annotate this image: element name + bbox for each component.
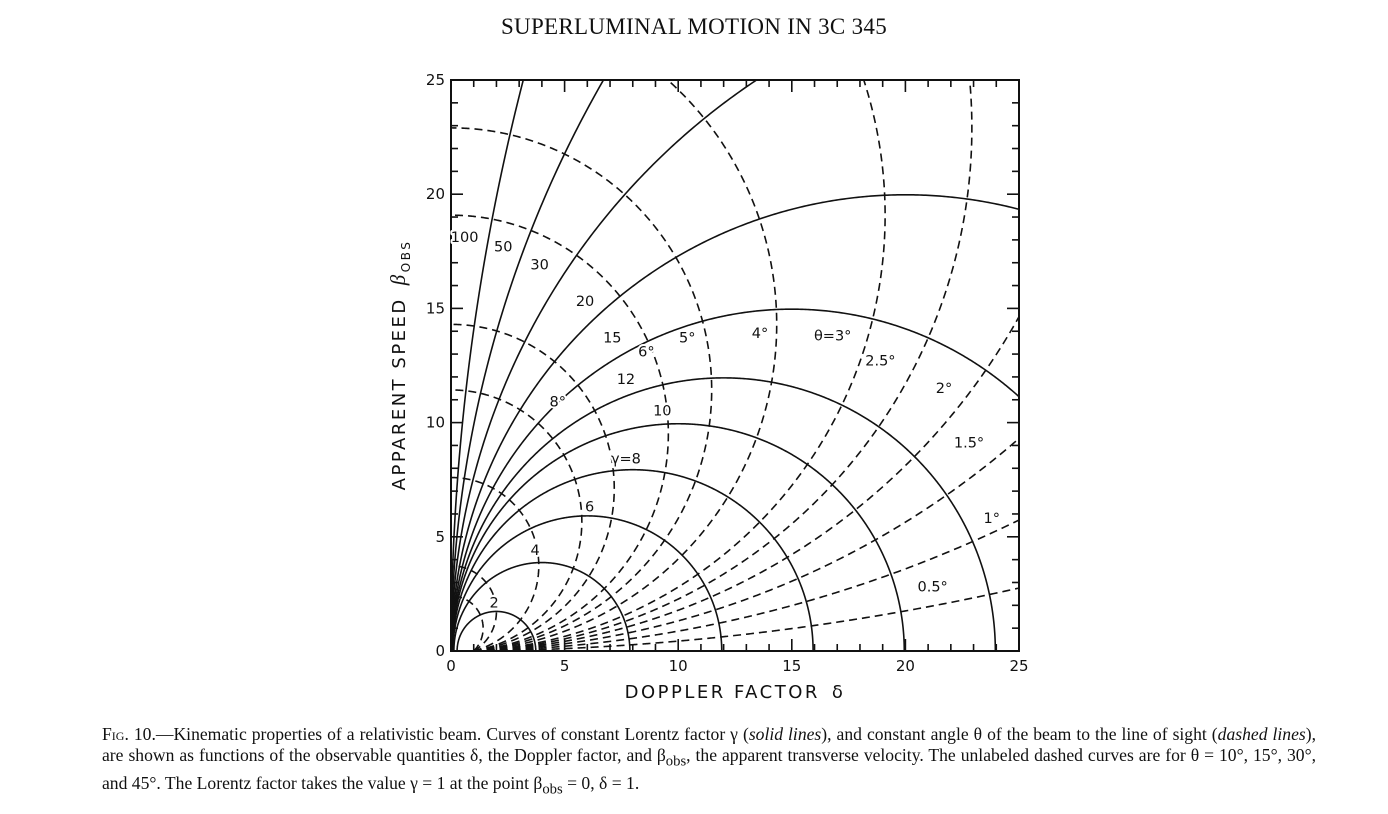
x-tick-label: 10 bbox=[669, 657, 688, 675]
gamma-curve-label: 6 bbox=[585, 500, 594, 516]
gamma-curve-10 bbox=[451, 422, 906, 651]
ticks-layer bbox=[450, 79, 1020, 652]
caption-text-3: ), are shown as functions of the observa… bbox=[102, 724, 1316, 765]
x-axis-symbol: δ bbox=[832, 682, 846, 703]
caption-fig-number: 10. bbox=[133, 724, 156, 744]
gamma-curve-label: 2 bbox=[490, 596, 499, 612]
caption-dashed-lines: dashed lines bbox=[1217, 724, 1306, 744]
plot-frame bbox=[450, 79, 1020, 652]
theta-curve-label: θ=3° bbox=[814, 328, 852, 344]
x-tick-label: 25 bbox=[1009, 657, 1028, 675]
gamma-curve-4 bbox=[453, 561, 631, 651]
kinematics-chart: 0 5 10 15 20 25 0 5 10 15 20 25 2 4 6 γ=8 10 12 15 20 30 50 10… bbox=[386, 71, 1029, 703]
caption-text-1: —Kinematic properties of a relativistic … bbox=[155, 724, 749, 744]
gamma-curve-6 bbox=[452, 515, 723, 651]
y-axis-symbol: β bbox=[386, 272, 410, 286]
caption-sub-obs-2: obs bbox=[542, 781, 563, 798]
theta-curve-45 bbox=[451, 595, 484, 651]
gamma-curve-label: 50 bbox=[494, 239, 512, 255]
gamma-curve-label: 30 bbox=[530, 258, 548, 274]
gamma-curve-label: 15 bbox=[603, 331, 621, 347]
gamma-curve-100 bbox=[451, 80, 525, 651]
gamma-curve-15 bbox=[451, 308, 1019, 651]
caption-text-4: , the apparent transverse velocity. The … bbox=[102, 745, 1316, 793]
gamma-curve-30 bbox=[451, 80, 758, 651]
theta-curve-label: 4° bbox=[752, 326, 768, 342]
theta-curve-4 bbox=[473, 80, 778, 651]
theta-curve-5 bbox=[451, 127, 713, 651]
theta-curve-label: 5° bbox=[679, 331, 695, 347]
theta-curve-0-5 bbox=[473, 587, 1019, 651]
gamma-curve-label: 10 bbox=[653, 404, 671, 420]
gamma-curve-label: 20 bbox=[576, 294, 594, 310]
page-running-title: SUPERLUMINAL MOTION IN 3C 345 bbox=[500, 14, 888, 39]
theta-curve-label: 8° bbox=[550, 395, 566, 411]
gamma-curve-50 bbox=[451, 80, 605, 651]
y-tick-label: 15 bbox=[426, 299, 445, 317]
x-tick-label: 5 bbox=[560, 657, 570, 675]
gamma-curve-20 bbox=[451, 193, 1019, 651]
gamma-curve-label: 4 bbox=[530, 543, 539, 559]
theta-curve-1-5 bbox=[473, 437, 1019, 651]
gamma-curve-label: γ=8 bbox=[611, 452, 641, 468]
plot-layer bbox=[451, 80, 1019, 651]
gamma-curve-2 bbox=[456, 610, 537, 651]
theta-curve-15 bbox=[451, 476, 540, 651]
theta-curve-3 bbox=[473, 80, 886, 651]
caption-solid-lines: solid lines bbox=[748, 724, 822, 744]
theta-curve-2-5 bbox=[473, 80, 973, 651]
gamma-curve-12 bbox=[451, 377, 997, 651]
caption-fig-label: Fig. bbox=[102, 724, 129, 744]
x-tick-label: 20 bbox=[896, 657, 915, 675]
theta-curve-label: 2.5° bbox=[865, 354, 895, 370]
theta-curve-label: 6° bbox=[638, 344, 654, 360]
theta-curve-2 bbox=[473, 315, 1019, 651]
theta-curve-1 bbox=[473, 519, 1019, 651]
gamma-curve-label: 100 bbox=[451, 230, 479, 246]
figure-caption: Fig. 10.—Kinematic properties of a relat… bbox=[76, 724, 1316, 800]
theta-curve-label: 2° bbox=[936, 381, 952, 397]
theta-curve-8 bbox=[451, 323, 616, 651]
y-axis-title: APPARENT SPEED βOBS bbox=[386, 240, 413, 491]
gamma-curve-label: 12 bbox=[617, 372, 635, 388]
caption-text-5: = 0, δ = 1. bbox=[562, 772, 640, 793]
x-tick-label: 15 bbox=[782, 657, 801, 675]
x-axis-title-text: DOPPLER FACTOR bbox=[625, 682, 820, 703]
caption-text-2: ), and constant angle θ of the beam to t… bbox=[821, 724, 1218, 744]
y-tick-label: 10 bbox=[426, 414, 445, 432]
y-tick-label: 0 bbox=[435, 642, 445, 660]
y-tick-label: 25 bbox=[426, 71, 445, 89]
y-axis-title-text: APPARENT SPEED bbox=[389, 297, 410, 490]
y-tick-label: 20 bbox=[426, 185, 445, 203]
x-axis-title: DOPPLER FACTOR δ bbox=[625, 682, 846, 703]
gamma-curve-8 bbox=[451, 468, 814, 651]
theta-curve-label: 1.5° bbox=[954, 436, 984, 452]
y-axis-subscript: OBS bbox=[399, 240, 413, 273]
labels-layer: 0 5 10 15 20 25 0 5 10 15 20 25 2 4 6 γ=8 10 12 15 20 30 50 10… bbox=[426, 71, 1029, 675]
y-tick-label: 5 bbox=[435, 528, 445, 546]
theta-curve-label: 0.5° bbox=[918, 580, 948, 596]
caption-sub-obs-1: obs bbox=[665, 753, 687, 770]
theta-curve-label: 1° bbox=[983, 511, 999, 527]
x-tick-label: 0 bbox=[446, 657, 456, 675]
